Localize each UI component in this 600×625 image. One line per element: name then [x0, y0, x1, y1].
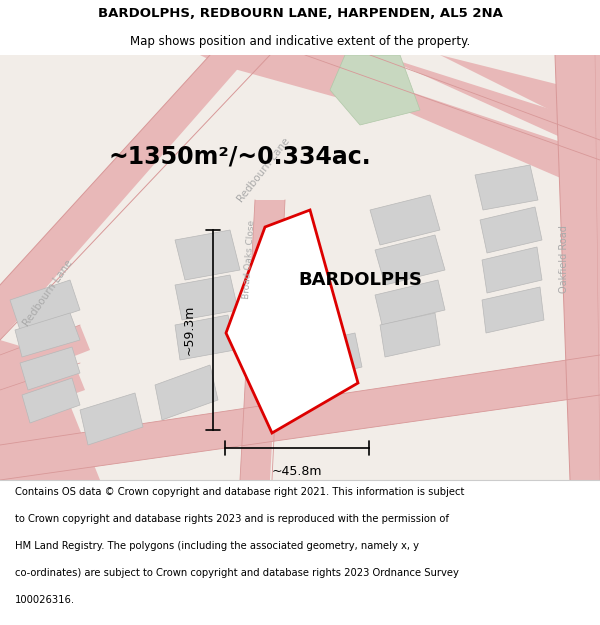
- Polygon shape: [475, 165, 538, 210]
- Polygon shape: [175, 230, 240, 280]
- Text: ~1350m²/~0.334ac.: ~1350m²/~0.334ac.: [109, 145, 371, 169]
- Polygon shape: [380, 313, 440, 357]
- Polygon shape: [480, 207, 542, 253]
- Polygon shape: [240, 200, 285, 480]
- Polygon shape: [440, 55, 600, 135]
- Polygon shape: [155, 365, 218, 420]
- Polygon shape: [300, 333, 362, 380]
- Text: to Crown copyright and database rights 2023 and is reproduced with the permissio: to Crown copyright and database rights 2…: [15, 514, 449, 524]
- Text: Redbourn Lane: Redbourn Lane: [236, 136, 292, 204]
- Polygon shape: [226, 210, 358, 433]
- Polygon shape: [175, 315, 235, 360]
- Text: ~59.3m: ~59.3m: [182, 305, 196, 355]
- Polygon shape: [200, 55, 400, 115]
- Polygon shape: [175, 275, 238, 320]
- Polygon shape: [482, 287, 544, 333]
- Text: BARDOLPHS, REDBOURN LANE, HARPENDEN, AL5 2NA: BARDOLPHS, REDBOURN LANE, HARPENDEN, AL5…: [98, 8, 502, 20]
- Text: Oakfield Road: Oakfield Road: [559, 225, 569, 293]
- Polygon shape: [10, 280, 80, 330]
- Polygon shape: [375, 235, 445, 285]
- Polygon shape: [20, 347, 80, 390]
- Text: ~45.8m: ~45.8m: [272, 465, 322, 478]
- Polygon shape: [555, 55, 600, 480]
- Text: Contains OS data © Crown copyright and database right 2021. This information is : Contains OS data © Crown copyright and d…: [15, 488, 464, 498]
- Polygon shape: [300, 55, 600, 195]
- Polygon shape: [22, 378, 80, 423]
- Text: Redbourn Lane: Redbourn Lane: [22, 258, 74, 328]
- Polygon shape: [0, 355, 600, 480]
- Polygon shape: [0, 55, 600, 480]
- Text: co-ordinates) are subject to Crown copyright and database rights 2023 Ordnance S: co-ordinates) are subject to Crown copyr…: [15, 568, 459, 578]
- Text: Map shows position and indicative extent of the property.: Map shows position and indicative extent…: [130, 35, 470, 48]
- Text: HM Land Registry. The polygons (including the associated geometry, namely x, y: HM Land Registry. The polygons (includin…: [15, 541, 419, 551]
- Polygon shape: [375, 280, 445, 325]
- Text: BARDOLPHS: BARDOLPHS: [298, 271, 422, 289]
- Polygon shape: [0, 55, 250, 340]
- Polygon shape: [0, 340, 100, 480]
- Polygon shape: [482, 247, 542, 293]
- Polygon shape: [15, 313, 80, 357]
- Polygon shape: [0, 365, 85, 420]
- Text: 100026316.: 100026316.: [15, 594, 75, 604]
- Text: Broad Oaks Close: Broad Oaks Close: [242, 219, 256, 299]
- Polygon shape: [80, 393, 143, 445]
- Polygon shape: [330, 55, 420, 125]
- Polygon shape: [370, 195, 440, 245]
- Polygon shape: [0, 325, 90, 385]
- Polygon shape: [380, 55, 600, 155]
